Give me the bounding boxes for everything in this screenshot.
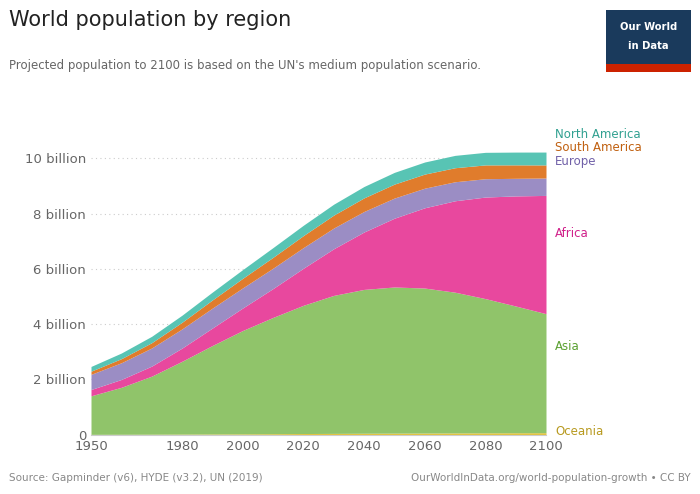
Text: World population by region: World population by region <box>9 10 291 30</box>
Text: North America: North America <box>555 128 640 141</box>
Text: in Data: in Data <box>628 41 668 51</box>
Text: Asia: Asia <box>555 340 580 353</box>
Text: Africa: Africa <box>555 227 589 240</box>
Text: Source: Gapminder (v6), HYDE (v3.2), UN (2019): Source: Gapminder (v6), HYDE (v3.2), UN … <box>9 473 262 483</box>
Text: OurWorldInData.org/world-population-growth • CC BY: OurWorldInData.org/world-population-grow… <box>412 473 691 483</box>
Text: Our World: Our World <box>620 22 677 32</box>
Bar <box>606 64 691 72</box>
Text: Projected population to 2100 is based on the UN's medium population scenario.: Projected population to 2100 is based on… <box>9 59 481 72</box>
Text: Europe: Europe <box>555 155 596 168</box>
Text: South America: South America <box>555 141 642 155</box>
FancyBboxPatch shape <box>606 10 691 72</box>
Text: Oceania: Oceania <box>555 425 603 438</box>
